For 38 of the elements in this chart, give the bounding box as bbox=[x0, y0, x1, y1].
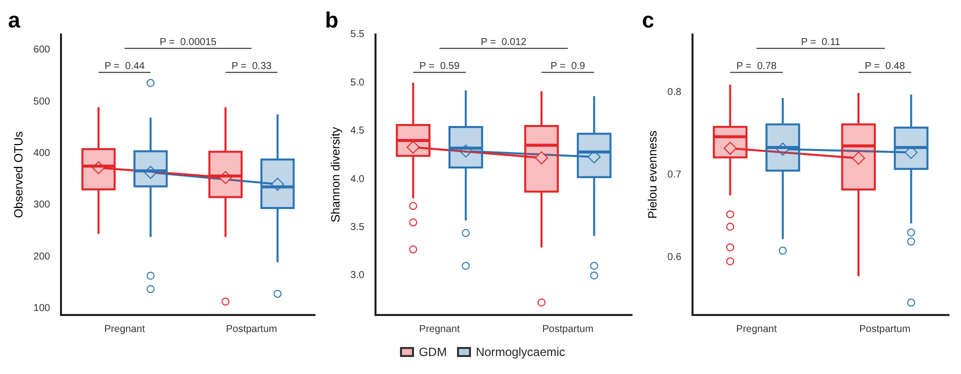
chart-title: c bbox=[642, 7, 654, 32]
annotation: P = 0.59 bbox=[419, 61, 460, 72]
y-tick-label: 0.8 bbox=[667, 86, 682, 98]
y-axis-title: Shannon diversity bbox=[328, 127, 343, 222]
annotation: P = 0.11 bbox=[800, 37, 841, 48]
y-tick-label: 5.5 bbox=[350, 29, 365, 40]
y-tick-label: 4.0 bbox=[350, 174, 365, 185]
x-tick-label: Pregnant bbox=[104, 324, 146, 335]
annotation: P = 0.44 bbox=[104, 61, 146, 72]
annotation: P = 0.78 bbox=[736, 61, 777, 72]
y-tick-label: 3.0 bbox=[350, 270, 365, 282]
x-tick-label: Postpartum bbox=[542, 324, 594, 335]
y-axis-title: Observed OTUs bbox=[12, 131, 26, 218]
x-tick-label: Pregnant bbox=[736, 324, 777, 335]
x-tick-label: Pregnant bbox=[419, 324, 460, 335]
y-tick-label: 0.6 bbox=[667, 252, 682, 263]
y-tick-label: 4.5 bbox=[350, 126, 365, 137]
annotation: P = 0.48 bbox=[864, 61, 906, 72]
y-tick-label: 300 bbox=[33, 200, 51, 211]
y-tick-label: 200 bbox=[33, 251, 51, 262]
legend-label: Normoglycaemic bbox=[476, 345, 566, 359]
x-tick-label: Postpartum bbox=[226, 324, 278, 335]
y-tick-label: 500 bbox=[33, 96, 51, 108]
y-tick-label: 5.0 bbox=[350, 77, 365, 88]
annotation: P = 0.012 bbox=[480, 37, 527, 48]
annotation: P = 0.33 bbox=[231, 61, 272, 72]
annotation: P = 0.00015 bbox=[160, 37, 217, 48]
legend-label: GDM bbox=[418, 345, 447, 359]
y-tick-label: 0.7 bbox=[667, 169, 682, 180]
x-tick-label: Postpartum bbox=[859, 324, 910, 335]
y-tick-label: 100 bbox=[33, 303, 51, 314]
chart-title: b bbox=[325, 7, 338, 32]
chart-title: a bbox=[8, 7, 21, 32]
y-tick-label: 600 bbox=[33, 44, 51, 56]
y-tick-label: 3.5 bbox=[350, 222, 365, 233]
y-tick-label: 400 bbox=[33, 148, 51, 160]
annotation: P = 0.9 bbox=[550, 61, 586, 72]
y-axis-title: Pielou evenness bbox=[646, 130, 660, 219]
